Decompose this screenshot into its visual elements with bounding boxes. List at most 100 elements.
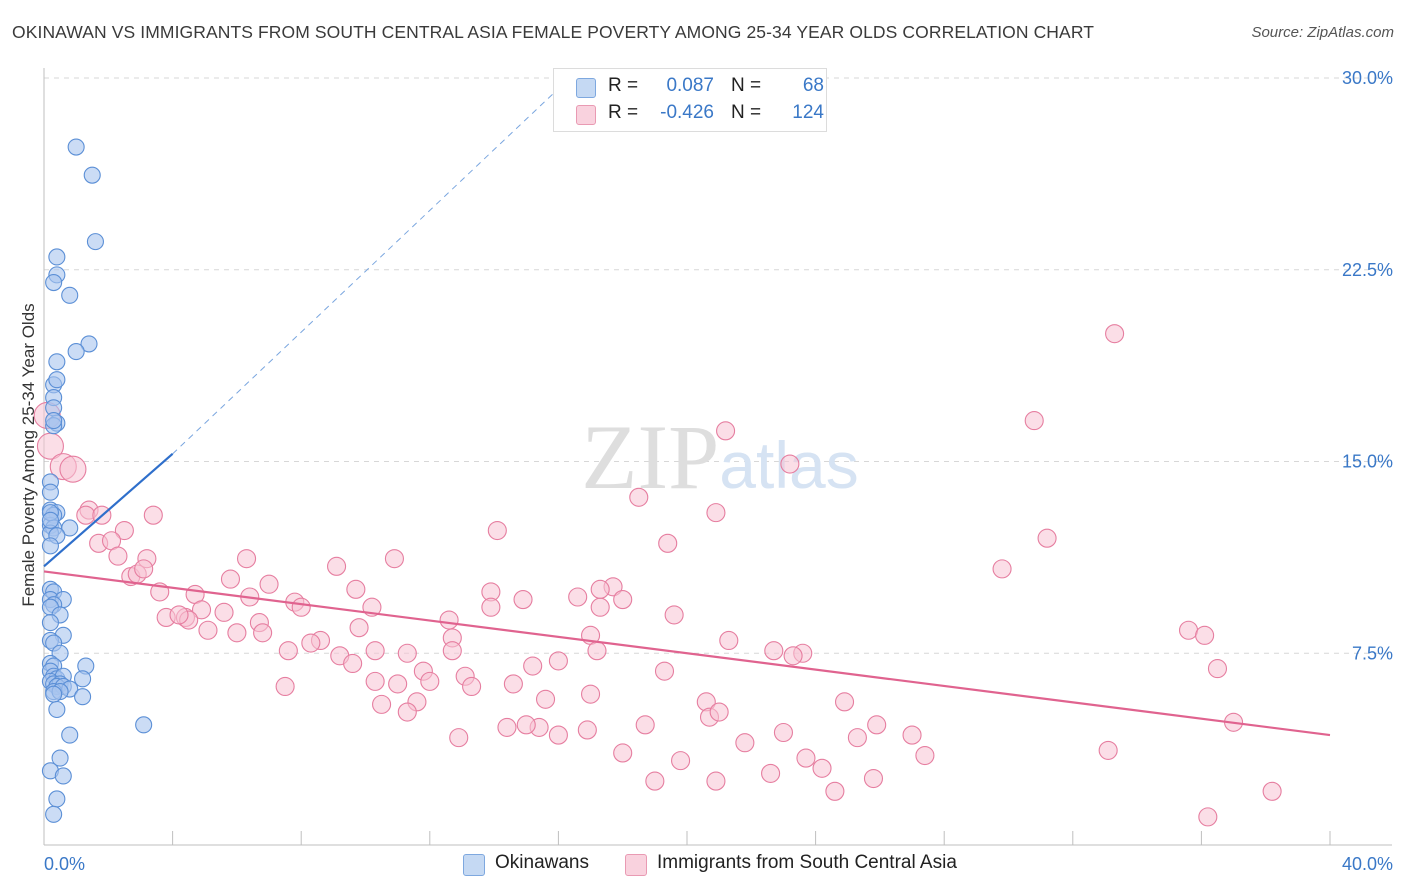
point-okinawans-46	[74, 670, 92, 688]
point-immigrants-81	[462, 676, 482, 697]
legend-r-label: R =	[608, 102, 639, 123]
point-immigrants-92	[635, 715, 655, 735]
point-immigrants-36	[568, 587, 588, 607]
point-immigrants-25	[992, 559, 1012, 579]
chart-title: OKINAWAN VS IMMIGRANTS FROM SOUTH CENTRA…	[12, 22, 1095, 42]
point-okinawans-60	[51, 749, 69, 767]
correlation-legend: R = 0.087 N = 68 R = -0.426 N = 124	[553, 68, 827, 132]
point-immigrants-14	[487, 520, 507, 541]
legend-swatch-blue	[463, 854, 485, 876]
point-immigrants-71	[523, 656, 543, 676]
point-immigrants-101	[1098, 740, 1118, 760]
point-immigrants-37	[613, 590, 633, 610]
point-immigrants-23	[384, 549, 404, 569]
point-okinawans-11	[48, 371, 66, 389]
point-immigrants-107	[761, 763, 781, 783]
point-immigrants-13	[706, 503, 726, 523]
point-okinawans-26	[41, 537, 59, 555]
point-immigrants-83	[580, 684, 601, 704]
legend-r-label: R =	[608, 75, 639, 96]
point-immigrants-98	[847, 728, 867, 748]
legend-r-value: -0.426	[660, 102, 714, 123]
series-immigrants-points	[33, 324, 1282, 827]
point-okinawans-1	[83, 166, 101, 184]
point-immigrants-53	[227, 623, 247, 643]
point-immigrants-67	[764, 641, 784, 661]
point-immigrants-7	[59, 455, 87, 483]
point-immigrants-109	[706, 771, 726, 791]
legend-r-value: 0.087	[666, 75, 714, 96]
point-immigrants-79	[388, 674, 408, 694]
x-tick-label-min: 0.0%	[44, 854, 85, 874]
point-immigrants-97	[902, 725, 922, 745]
trend-immigrants	[43, 570, 1331, 737]
trend-okinawans-extension	[172, 85, 562, 455]
y-tick-label: 30.0%	[1342, 68, 1393, 88]
point-immigrants-84	[535, 689, 556, 709]
point-immigrants-119	[709, 702, 729, 722]
series-okinawans-points	[41, 138, 153, 823]
point-immigrants-115	[590, 579, 610, 599]
y-tick-label: 22.5%	[1342, 260, 1393, 280]
point-immigrants-38	[513, 590, 533, 610]
y-axis-label: Female Poverty Among 25-34 Year Olds	[19, 303, 38, 606]
point-immigrants-82	[275, 676, 295, 697]
point-immigrants-2	[716, 421, 736, 441]
point-okinawans-3	[48, 248, 66, 266]
legend-swatch-blue	[576, 78, 596, 98]
point-immigrants-110	[825, 781, 845, 801]
point-okinawans-67	[41, 511, 59, 529]
point-immigrants-41	[291, 597, 311, 617]
point-okinawans-59	[61, 726, 79, 744]
point-immigrants-12	[629, 487, 649, 507]
point-immigrants-24	[327, 556, 347, 576]
point-immigrants-77	[420, 671, 440, 691]
point-okinawans-6	[61, 286, 79, 304]
point-okinawans-62	[54, 767, 72, 785]
series-legend: Okinawans Immigrants from South Central …	[0, 852, 1406, 878]
point-immigrants-19	[658, 533, 678, 553]
point-immigrants-55	[1178, 620, 1199, 640]
point-immigrants-62	[278, 641, 298, 661]
point-okinawans-58	[135, 716, 153, 734]
point-immigrants-80	[503, 674, 523, 694]
point-okinawans-34	[41, 614, 59, 632]
x-tick-label-max: 40.0%	[1342, 854, 1393, 874]
point-immigrants-3	[780, 454, 800, 474]
point-immigrants-102	[915, 745, 935, 766]
point-immigrants-22	[236, 549, 257, 569]
tick-labels: 7.5% 15.0% 22.5% 30.0% 0.0% 40.0%	[44, 68, 1393, 874]
point-immigrants-0	[1105, 324, 1125, 344]
point-okinawans-57	[48, 700, 66, 719]
point-immigrants-87	[372, 694, 392, 714]
point-immigrants-89	[397, 702, 417, 722]
y-tick-label: 15.0%	[1342, 452, 1393, 472]
point-okinawans-66	[45, 412, 63, 430]
point-immigrants-11	[143, 505, 163, 525]
point-immigrants-28	[220, 569, 241, 589]
point-immigrants-116	[343, 653, 363, 674]
point-okinawans-17	[41, 483, 59, 501]
point-immigrants-20	[108, 546, 128, 566]
point-okinawans-2	[86, 233, 104, 251]
legend-label-immigrants: Immigrants from South Central Asia	[657, 852, 957, 873]
point-immigrants-112	[645, 771, 665, 791]
point-immigrants-9	[76, 505, 96, 525]
point-immigrants-106	[812, 758, 832, 778]
point-immigrants-78	[365, 671, 385, 691]
point-immigrants-30	[346, 579, 366, 599]
legend-n-value: 124	[792, 102, 824, 123]
point-immigrants-52	[198, 620, 218, 640]
point-immigrants-44	[214, 602, 234, 622]
point-okinawans-9	[48, 353, 66, 371]
trend-okinawans	[43, 453, 174, 568]
point-immigrants-95	[773, 722, 794, 743]
point-immigrants-93	[497, 717, 517, 737]
point-immigrants-117	[516, 715, 536, 735]
point-immigrants-59	[719, 630, 739, 651]
point-immigrants-108	[863, 768, 884, 789]
point-okinawans-5	[45, 273, 63, 292]
watermark: ZIPatlas	[581, 406, 858, 508]
y-tick-label: 7.5%	[1352, 643, 1393, 663]
